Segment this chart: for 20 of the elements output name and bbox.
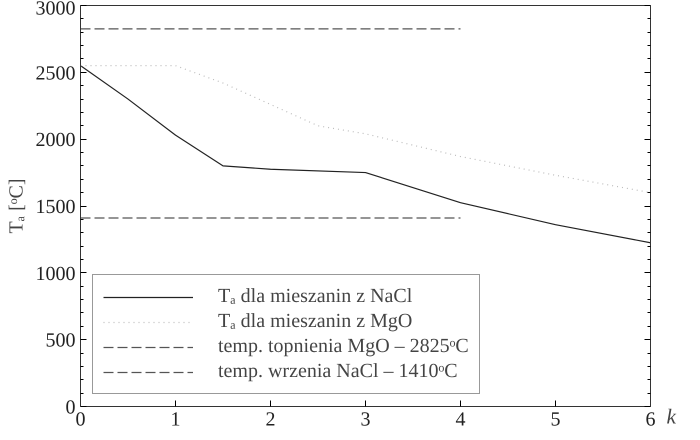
y-tick-label: 3000: [36, 0, 76, 20]
legend-label: temp. topnienia MgO – 2825ᵒC: [218, 335, 469, 358]
y-tick-label: 2000: [36, 129, 76, 152]
y-tick-label: 2500: [36, 62, 76, 84]
x-tick-label: 1: [170, 408, 180, 430]
x-tick-label: 6: [646, 408, 656, 430]
x-tick-label: 3: [360, 408, 370, 430]
line-series: [80, 65, 650, 194]
y-tick-label: 1500: [36, 196, 76, 218]
y-tick-label: 500: [46, 330, 76, 352]
x-tick-label: 5: [550, 408, 560, 430]
legend-label: temp. wrzenia NaCl – 1410ᵒC: [218, 360, 458, 383]
x-tick-label: 4: [456, 408, 466, 430]
legend-label: Tₐ dla mieszanin z NaCl: [218, 285, 412, 308]
line-series: [80, 65, 650, 244]
x-tick-label: 2: [266, 408, 276, 430]
x-axis-title: k: [666, 404, 676, 428]
legend-label: Tₐ dla mieszanin z MgO: [218, 310, 412, 333]
y-axis-title: Tₐ [ᵒC]: [6, 178, 28, 234]
y-tick-label: 1000: [36, 262, 76, 285]
